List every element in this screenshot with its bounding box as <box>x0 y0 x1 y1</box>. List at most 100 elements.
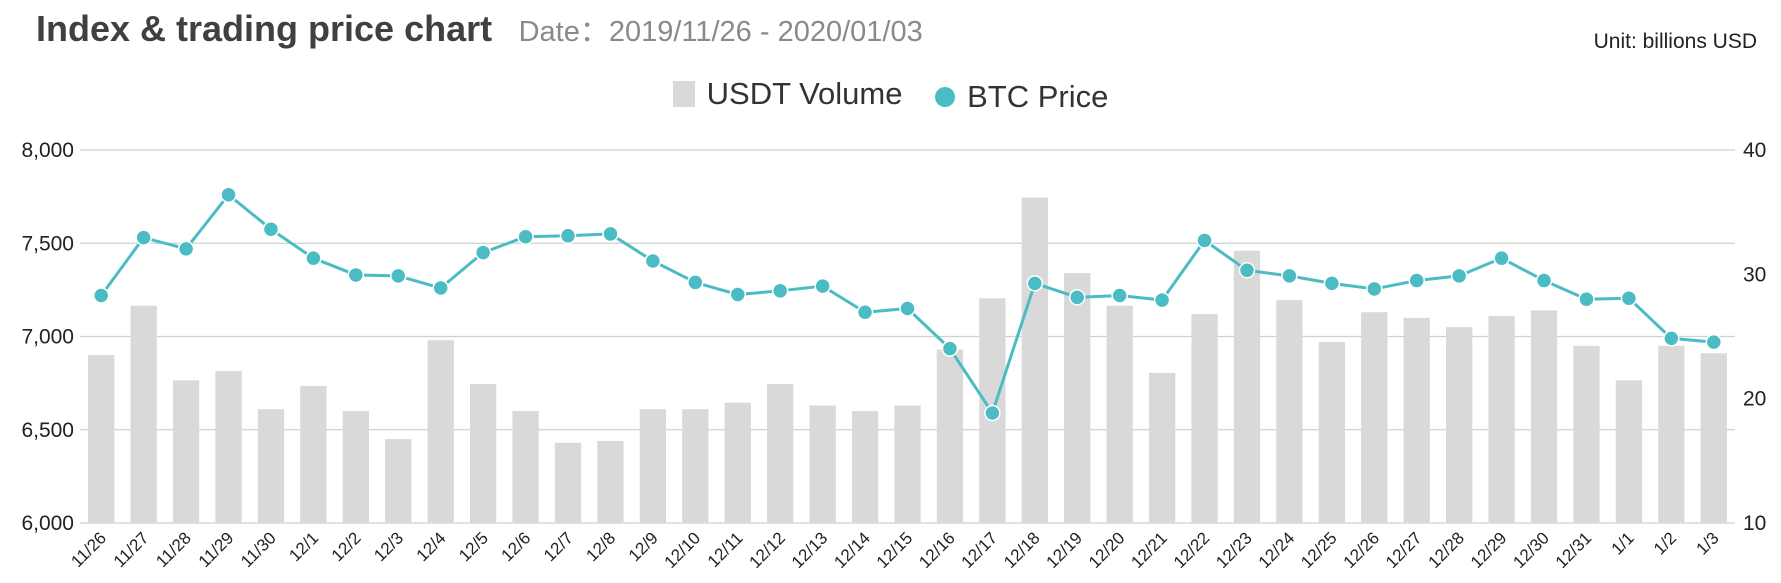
volume-bar[interactable] <box>809 405 836 523</box>
price-point[interactable] <box>1450 267 1468 285</box>
volume-bar[interactable] <box>1276 300 1303 523</box>
volume-bar[interactable] <box>300 385 327 523</box>
price-point[interactable] <box>729 286 747 303</box>
price-point[interactable] <box>1705 333 1723 351</box>
volume-bar[interactable] <box>682 409 709 523</box>
volume-bar[interactable] <box>554 442 582 523</box>
price-point[interactable] <box>432 279 449 297</box>
price-point[interactable] <box>1366 280 1383 298</box>
legend-label-price: BTC Price <box>967 79 1109 114</box>
volume-bar[interactable] <box>1191 314 1218 523</box>
price-point[interactable] <box>899 300 916 317</box>
price-point[interactable] <box>474 244 492 261</box>
volume-bar[interactable] <box>894 405 921 523</box>
price-point[interactable] <box>856 304 874 321</box>
legend-item-volume[interactable]: USDT Volume <box>672 76 902 112</box>
price-point[interactable] <box>1408 272 1425 289</box>
x-axis-tick-label: 11/28 <box>152 528 195 571</box>
price-point[interactable] <box>1323 275 1341 292</box>
volume-bar[interactable] <box>936 349 964 523</box>
price-point[interactable] <box>687 274 704 291</box>
price-point[interactable] <box>941 340 959 357</box>
volume-bar[interactable] <box>385 439 412 523</box>
price-point[interactable] <box>559 227 577 245</box>
x-axis-tick-label: 12/16 <box>915 528 959 572</box>
legend-item-price[interactable]: BTC Price <box>935 79 1108 115</box>
x-axis-tick-label: 12/7 <box>540 528 577 565</box>
volume-bar[interactable] <box>1488 315 1515 523</box>
price-point[interactable] <box>517 228 534 245</box>
right-axis-tick-label: 40 <box>1743 139 1766 162</box>
volume-bar[interactable] <box>88 355 115 523</box>
price-point[interactable] <box>1068 289 1086 306</box>
price-point[interactable] <box>1535 272 1553 289</box>
volume-bar[interactable] <box>1106 305 1133 523</box>
price-point[interactable] <box>1663 330 1680 347</box>
price-point[interactable] <box>1281 267 1298 285</box>
price-point[interactable] <box>814 277 831 295</box>
volume-bar[interactable] <box>130 305 157 523</box>
x-axis-tick-label: 12/3 <box>370 528 407 565</box>
price-point[interactable] <box>771 282 789 300</box>
price-point[interactable] <box>984 404 1001 422</box>
price-point[interactable] <box>1620 290 1638 307</box>
volume-bar[interactable] <box>512 411 539 523</box>
price-point[interactable] <box>177 240 195 258</box>
volume-bar[interactable] <box>1658 345 1685 523</box>
x-axis-tick-label: 12/10 <box>661 528 705 572</box>
price-point[interactable] <box>92 287 110 304</box>
volume-bar[interactable] <box>1615 380 1643 523</box>
volume-bar[interactable] <box>1700 353 1727 523</box>
volume-bar[interactable] <box>639 409 667 523</box>
volume-bar[interactable] <box>597 440 624 523</box>
volume-bar[interactable] <box>342 411 369 523</box>
price-point[interactable] <box>1196 232 1213 249</box>
volume-bar[interactable] <box>1318 342 1346 523</box>
volume-bar[interactable] <box>215 371 242 523</box>
volume-bar[interactable] <box>1148 372 1176 523</box>
price-point[interactable] <box>220 186 237 204</box>
volume-bar[interactable] <box>724 402 751 523</box>
right-axis-tick-label: 30 <box>1743 263 1766 286</box>
x-axis-tick-label: 12/8 <box>582 528 619 565</box>
price-point[interactable] <box>347 266 365 284</box>
price-point[interactable] <box>135 229 152 246</box>
price-point[interactable] <box>1153 291 1171 309</box>
volume-bar[interactable] <box>469 384 497 523</box>
x-axis: 11/26 11/27 11/28 11/29 11/30 12/1 12/2 12/3 12/… <box>67 528 1722 572</box>
volume-bar[interactable] <box>427 340 454 523</box>
volume-bar[interactable] <box>1361 312 1388 523</box>
price-point[interactable] <box>644 252 662 270</box>
volume-bar[interactable] <box>1021 197 1048 523</box>
bar-swatch-icon <box>672 81 695 107</box>
left-axis-tick-label: 6,000 <box>21 512 74 535</box>
volume-bar[interactable] <box>1530 310 1558 523</box>
price-point[interactable] <box>1026 275 1044 292</box>
price-point[interactable] <box>390 267 407 285</box>
left-axis-tick-label: 7,500 <box>21 232 74 255</box>
volume-bar[interactable] <box>1403 317 1430 523</box>
volume-bar[interactable] <box>1573 345 1600 523</box>
x-axis-tick-label: 12/24 <box>1255 528 1299 572</box>
volume-bar[interactable] <box>172 380 200 523</box>
price-point[interactable] <box>305 249 322 267</box>
volume-bar[interactable] <box>851 411 879 523</box>
x-axis-tick-label: 12/22 <box>1170 528 1214 572</box>
price-point[interactable] <box>1238 262 1256 279</box>
x-axis-tick-label: 12/29 <box>1467 528 1511 572</box>
price-point[interactable] <box>1111 287 1128 304</box>
volume-bar[interactable] <box>1064 273 1091 523</box>
volume-bar[interactable] <box>1233 250 1261 523</box>
price-point[interactable] <box>1578 290 1595 308</box>
left-axis-tick-label: 7,000 <box>21 326 74 349</box>
x-axis-tick-label: 12/6 <box>498 528 535 565</box>
x-axis-tick-label: 12/13 <box>788 528 832 572</box>
volume-bar[interactable] <box>257 409 285 523</box>
x-axis-tick-label: 11/29 <box>195 528 238 571</box>
price-point[interactable] <box>262 221 280 238</box>
volume-bar[interactable] <box>1446 327 1473 523</box>
price-point[interactable] <box>602 225 619 243</box>
x-axis-tick-label: 12/5 <box>455 528 492 565</box>
volume-bar[interactable] <box>767 384 794 523</box>
price-point[interactable] <box>1493 249 1510 267</box>
